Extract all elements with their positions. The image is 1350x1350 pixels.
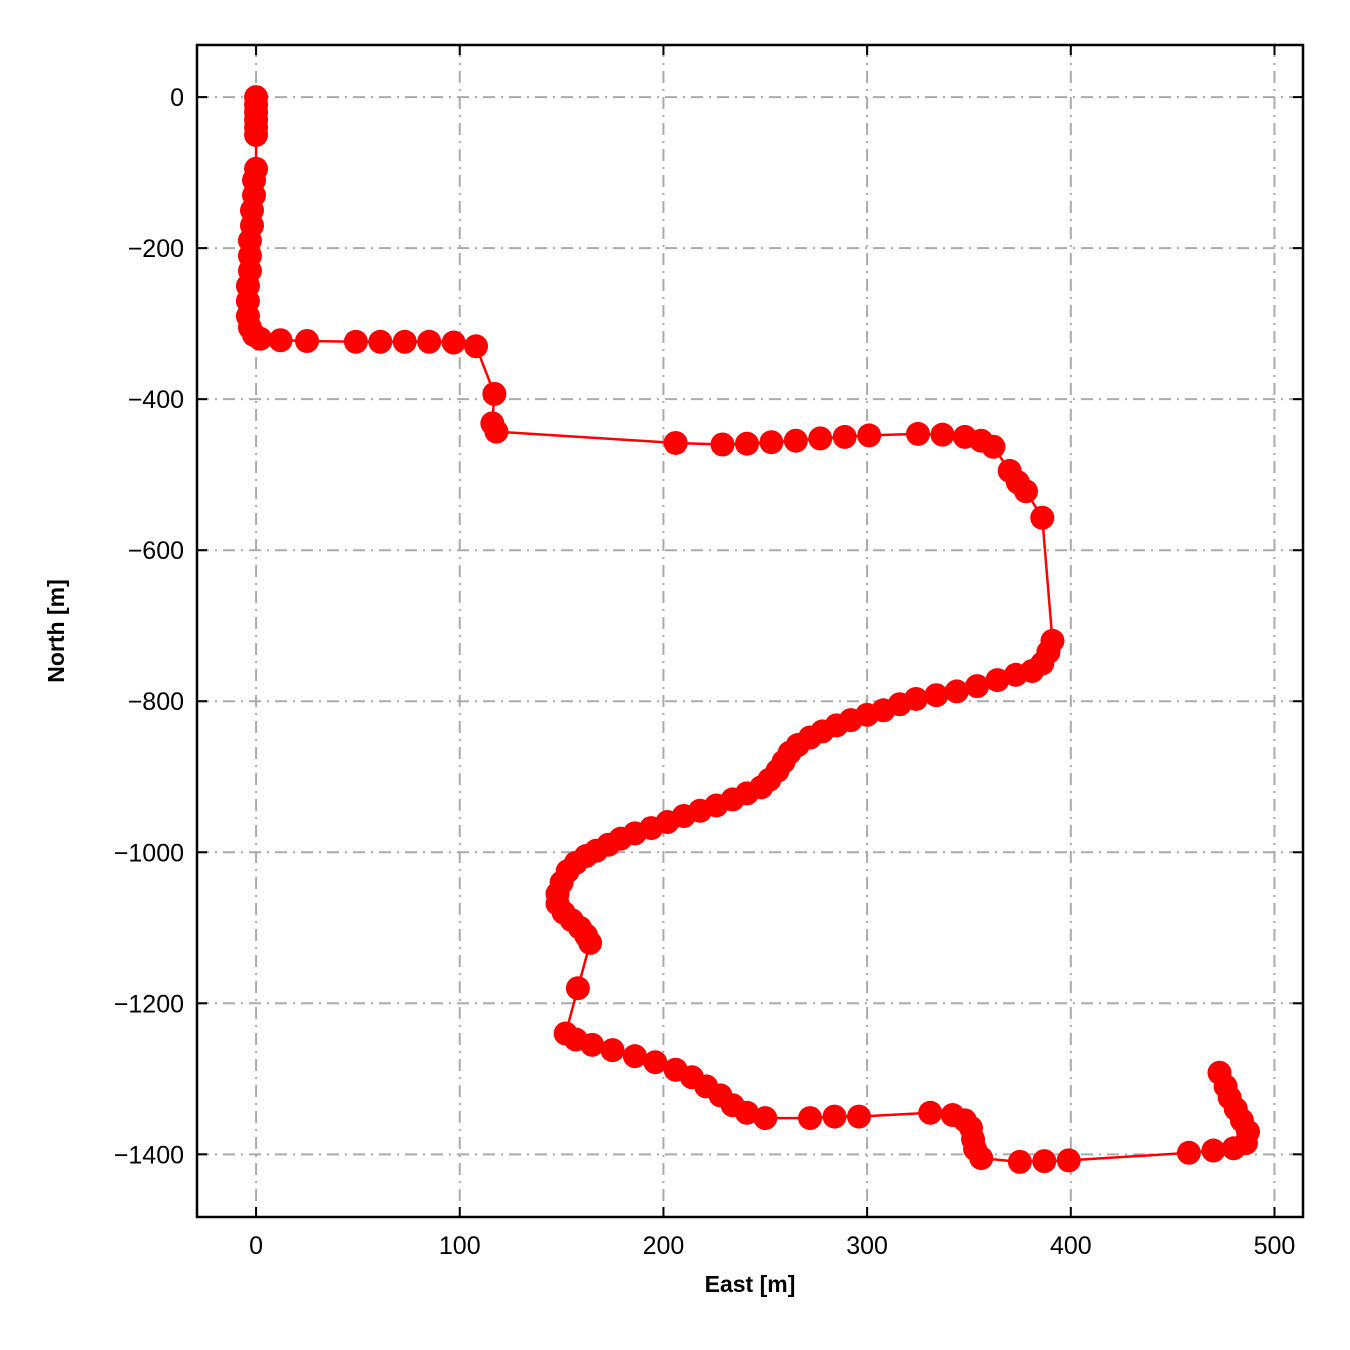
marker xyxy=(1030,505,1055,530)
y-tick-label: −600 xyxy=(128,537,184,565)
marker xyxy=(924,683,949,708)
marker xyxy=(248,326,273,351)
x-tick-label: 0 xyxy=(249,1232,263,1260)
marker xyxy=(343,329,368,354)
y-axis-label: North [m] xyxy=(43,579,69,682)
plot-frame xyxy=(195,43,1305,1219)
marker xyxy=(734,431,759,456)
marker xyxy=(294,329,319,354)
marker xyxy=(622,1044,647,1069)
marker xyxy=(244,122,269,147)
marker xyxy=(643,1050,668,1075)
marker xyxy=(969,1146,994,1171)
marker xyxy=(965,674,990,699)
line xyxy=(246,97,1250,1164)
marker xyxy=(368,329,393,354)
marker xyxy=(417,329,442,354)
marker xyxy=(482,381,507,406)
marker xyxy=(798,1106,823,1131)
marker xyxy=(918,1100,943,1125)
y-tick-label: −400 xyxy=(128,386,184,414)
y-tick-label: −800 xyxy=(128,688,184,716)
marker xyxy=(1003,662,1028,687)
marker xyxy=(1207,1060,1232,1085)
marker xyxy=(857,423,882,448)
marker xyxy=(565,976,590,1001)
marker xyxy=(268,328,293,353)
marker xyxy=(392,329,417,354)
x-axis-label: East [m] xyxy=(705,1271,796,1297)
marker xyxy=(578,930,603,955)
x-tick-label: 500 xyxy=(1254,1232,1296,1260)
marker xyxy=(1007,1149,1032,1174)
marker xyxy=(1032,1149,1057,1174)
marker xyxy=(822,1104,847,1129)
marker xyxy=(734,1100,759,1125)
y-tick-label: −1400 xyxy=(114,1141,184,1169)
marker xyxy=(580,1032,605,1057)
x-tick-label: 100 xyxy=(439,1232,481,1260)
marker xyxy=(783,428,808,453)
marker xyxy=(759,430,784,455)
marker xyxy=(1056,1148,1081,1173)
x-tick-label: 300 xyxy=(846,1232,888,1260)
marker xyxy=(600,1038,625,1063)
marker xyxy=(710,432,735,457)
marker xyxy=(484,419,509,444)
marker xyxy=(906,421,931,446)
marker xyxy=(930,422,955,447)
marker xyxy=(981,434,1006,459)
marker xyxy=(753,1106,778,1131)
marker xyxy=(1201,1138,1226,1163)
y-tick-label: −1000 xyxy=(114,839,184,867)
marker xyxy=(464,334,489,359)
marker xyxy=(944,679,969,704)
marker xyxy=(808,426,833,451)
marker xyxy=(1176,1140,1201,1165)
marker xyxy=(985,668,1010,693)
x-tick-label: 200 xyxy=(643,1232,685,1260)
y-tick-label: −1200 xyxy=(114,990,184,1018)
y-tick-label: −200 xyxy=(128,235,184,263)
marker xyxy=(1013,479,1038,504)
marker xyxy=(846,1104,871,1129)
marker xyxy=(663,430,688,455)
y-tick-label: 0 xyxy=(170,84,184,112)
marker xyxy=(441,330,466,355)
x-tick-label: 400 xyxy=(1050,1232,1092,1260)
marker xyxy=(832,424,857,449)
